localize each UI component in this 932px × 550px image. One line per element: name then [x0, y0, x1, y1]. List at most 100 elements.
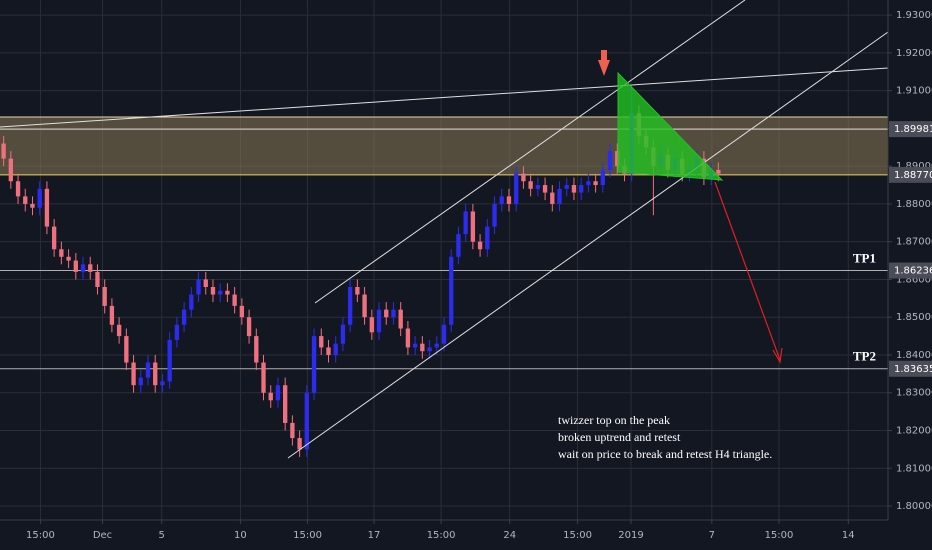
candle-body: [290, 422, 295, 439]
x-tick-label: 2019: [618, 530, 643, 541]
axis: 1.80000 1.81000 1.82000 1.83000 1.84000 1.850…: [26, 10, 932, 541]
x-tick-label: 15:00: [293, 530, 322, 541]
candle-body: [116, 324, 122, 337]
candle-body: [109, 305, 115, 325]
candle-body: [304, 392, 309, 450]
price-label-box: [889, 262, 932, 279]
candle-body: [716, 169, 721, 174]
candle-body: [297, 438, 302, 450]
candle-body: [333, 343, 338, 355]
candle-body: [412, 343, 418, 348]
resistance-zone: [0, 117, 888, 175]
y-tick-label: 1.86000: [896, 274, 932, 285]
x-tick-label: 15:00: [563, 530, 592, 541]
price-label-box: [889, 166, 932, 183]
x-tick-label: 24: [503, 530, 516, 541]
candle-body: [427, 347, 432, 352]
candle-body: [232, 294, 237, 306]
target-label: TP2: [853, 349, 876, 364]
candle-body: [189, 294, 194, 310]
target-arrow: [714, 181, 781, 361]
candle-body: [499, 196, 504, 204]
candle-body: [535, 185, 541, 189]
target-arrow-head: [772, 347, 783, 364]
candle-body: [246, 317, 252, 337]
candle-body: [506, 196, 512, 204]
candle-body: [615, 151, 620, 167]
candle-body: [607, 151, 613, 170]
candle-body: [571, 185, 577, 193]
x-tick-label: 14: [842, 530, 855, 541]
candle-body: [268, 392, 273, 401]
candle-body: [95, 271, 100, 288]
candle-body: [405, 328, 411, 348]
y-tick-label: 1.85000: [896, 312, 932, 323]
candle-body: [181, 309, 187, 325]
candle-body: [59, 249, 64, 257]
candle-body: [492, 203, 497, 227]
candle-body: [369, 317, 374, 333]
candle-body: [225, 290, 230, 295]
x-tick-label: 10: [234, 530, 247, 541]
y-tick-label: 1.80000: [896, 501, 932, 512]
y-tick-label: 1.88000: [896, 199, 932, 210]
price-label: 1.89981: [894, 124, 932, 135]
candle-body: [441, 324, 447, 344]
candle-body: [550, 192, 555, 204]
candle-body: [174, 324, 180, 340]
candle-body: [44, 188, 50, 227]
candle-body: [145, 362, 151, 378]
y-tick-label: 1.87000: [896, 237, 932, 248]
candle-body: [326, 347, 331, 355]
channel-lower: [287, 31, 889, 459]
candle-body: [485, 226, 490, 250]
candle-body: [239, 305, 245, 318]
y-tick-label: 1.93000: [896, 10, 932, 21]
y-tick-label: 1.82000: [896, 426, 932, 437]
x-tick-label: 5: [159, 530, 165, 541]
candle-body: [579, 185, 584, 193]
drawings: [0, 0, 889, 459]
candle-body: [167, 339, 172, 382]
candle-body: [254, 336, 259, 363]
candle-body: [30, 203, 35, 208]
candle-body: [391, 309, 396, 318]
candle-body: [340, 324, 346, 344]
candle-body: [557, 188, 562, 204]
price-label-box: [889, 360, 932, 377]
annotation: twizzer top on the peak: [558, 413, 670, 427]
candle-body: [521, 173, 526, 182]
annotation: wait on price to break and retest H4 tri…: [558, 447, 772, 461]
candle-body: [261, 362, 266, 393]
candle-body: [51, 226, 57, 250]
candle-body: [88, 264, 93, 272]
triangle: [617, 71, 724, 181]
candle-body: [542, 185, 548, 193]
peak-arrow: [598, 60, 610, 76]
candle-body: [593, 181, 598, 186]
x-tick-label: Dec: [93, 530, 112, 541]
candle-body: [73, 260, 78, 272]
candle-body: [196, 279, 201, 295]
trend-line: [0, 67, 889, 128]
candle-body: [102, 287, 107, 306]
candle-body: [37, 188, 42, 208]
candle-body: [514, 173, 519, 204]
y-tick-label: 1.83000: [896, 388, 932, 399]
x-tick-label: 15:00: [765, 530, 794, 541]
y-tick-label: 1.81000: [896, 463, 932, 474]
candle-body: [1, 143, 6, 159]
candle-body: [319, 336, 324, 348]
price-label: 1.88770: [894, 170, 932, 181]
candle-body: [275, 385, 281, 401]
candle-body: [362, 294, 367, 318]
candle-body: [470, 211, 476, 242]
candle-body: [160, 381, 165, 386]
x-tick-label: 15:00: [26, 530, 55, 541]
price-label: 1.83635: [894, 364, 932, 375]
candle-body: [586, 181, 591, 186]
candle-body: [153, 362, 158, 386]
x-tick-label: 7: [709, 530, 715, 541]
